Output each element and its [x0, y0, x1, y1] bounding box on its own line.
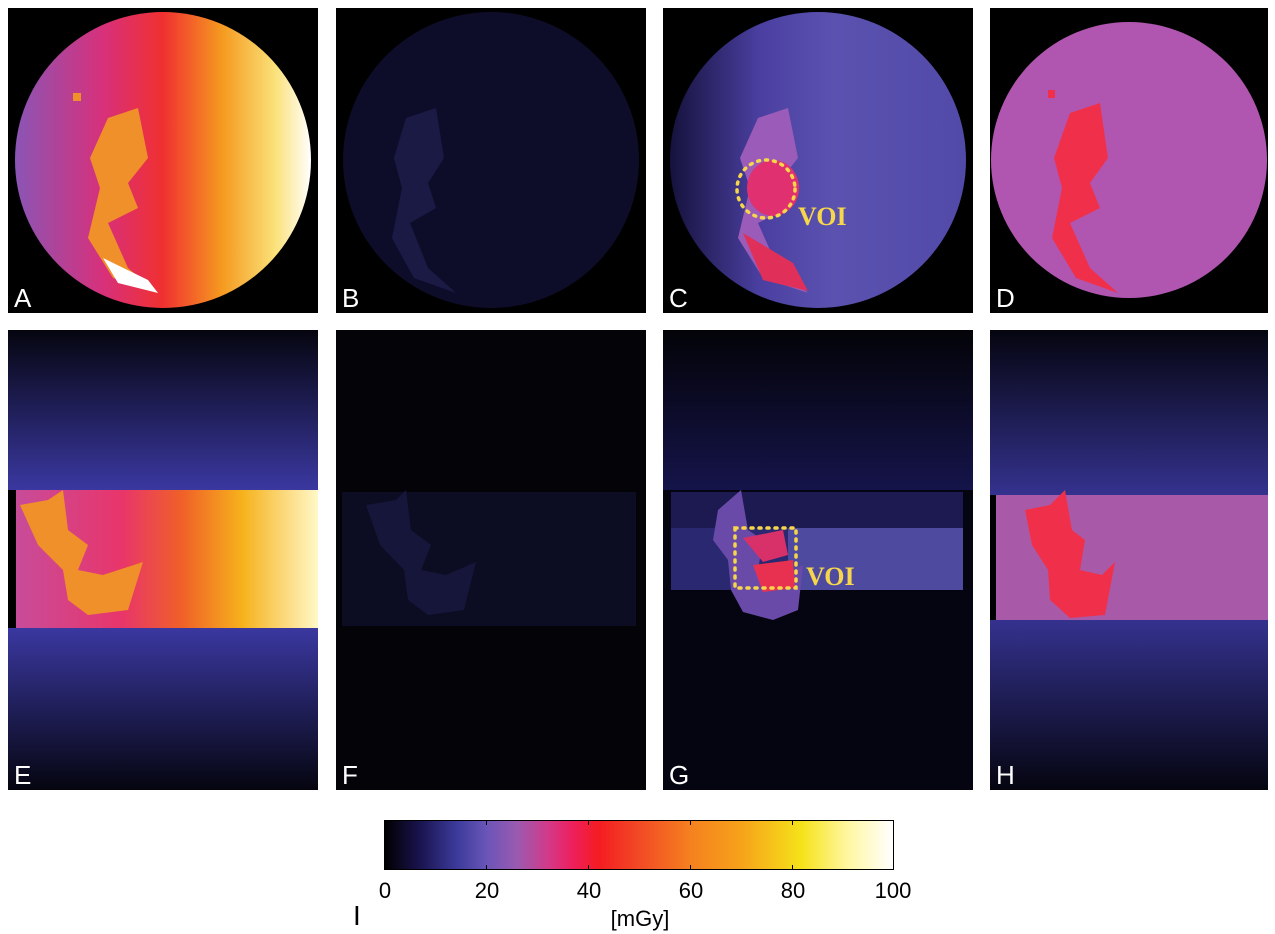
colorbar-tick-label: 100: [874, 878, 912, 903]
panel-e: E: [8, 330, 318, 790]
voi-circle-marker: [735, 158, 797, 220]
panel-label-b: B: [342, 283, 360, 313]
panel-label-d: D: [996, 283, 1015, 313]
voi-square-marker: [733, 526, 798, 590]
panel-c: VOI C: [663, 8, 973, 313]
panel-d: D: [990, 8, 1268, 313]
colorbar-tick-40: [588, 820, 589, 825]
dose-map-coronal-f: [336, 330, 646, 790]
panel-label-e: E: [14, 760, 32, 790]
dose-map-axial-d: [991, 22, 1267, 298]
colorbar-tick-label: 20: [474, 878, 500, 903]
colorbar-tick-80-b: [792, 865, 793, 870]
dose-map-axial-b: [343, 12, 639, 308]
dose-colorbar: [384, 820, 894, 870]
panel-a: A: [8, 8, 318, 313]
colorbar-tick-60-b: [690, 865, 691, 870]
colorbar-tick-label: 0: [378, 878, 392, 903]
dose-map-axial-a: [15, 12, 311, 308]
dose-map-coronal-h: [990, 330, 1268, 790]
colorbar-tick-20: [486, 820, 487, 825]
panel-g: VOI G: [663, 330, 973, 790]
panel-label-f: F: [342, 760, 358, 790]
colorbar-tick-label: 60: [678, 878, 704, 903]
panel-f: F: [336, 330, 646, 790]
colorbar-tick-60: [690, 820, 691, 825]
voi-label-g: VOI: [806, 562, 855, 591]
panel-label-i: I: [353, 900, 361, 931]
colorbar-tick-40-b: [588, 865, 589, 870]
panel-label-a: A: [14, 283, 32, 313]
panel-label-g: G: [669, 760, 690, 790]
panel-label-h: H: [996, 760, 1015, 790]
colorbar-tick-label: 80: [780, 878, 806, 903]
dose-map-axial-c: [670, 12, 966, 308]
voi-label-c: VOI: [798, 202, 847, 231]
dose-map-coronal-e: [8, 330, 318, 790]
panel-b: B: [336, 8, 646, 313]
colorbar-tick-80: [792, 820, 793, 825]
panel-h: H: [990, 330, 1268, 790]
colorbar-tick-label: 40: [576, 878, 602, 903]
colorbar-unit: [mGy]: [610, 906, 670, 931]
colorbar-tick-20-b: [486, 865, 487, 870]
panel-label-c: C: [669, 283, 688, 313]
